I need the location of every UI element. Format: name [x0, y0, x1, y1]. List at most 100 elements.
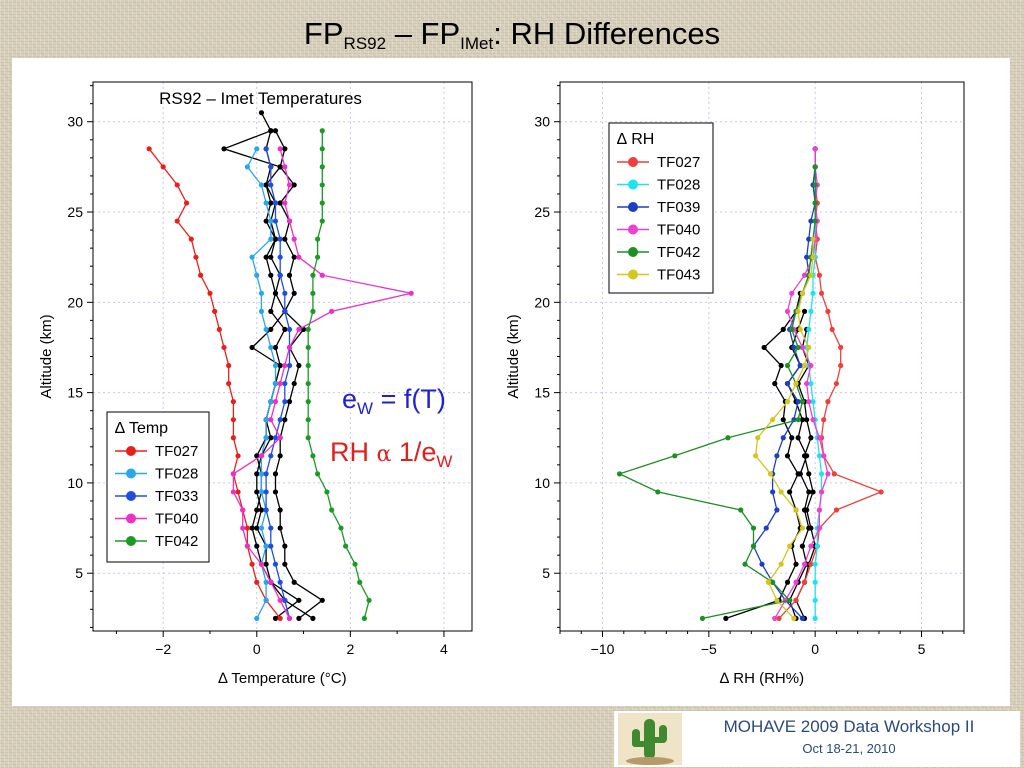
- y-tick-label: 5: [542, 565, 550, 581]
- data-point: [282, 290, 288, 296]
- data-point: [305, 380, 311, 387]
- data-point: [296, 254, 302, 260]
- y-tick-label: 10: [67, 475, 83, 491]
- legend-swatch-marker: [628, 269, 638, 280]
- data-point: [282, 417, 288, 423]
- data-point: [804, 380, 810, 387]
- data-point: [282, 236, 288, 242]
- data-point: [343, 543, 349, 549]
- data-point: [750, 525, 757, 531]
- data-point: [357, 579, 363, 585]
- x-axis-label: ∆ RH (RH%): [720, 670, 804, 687]
- data-point: [738, 507, 744, 513]
- data-point: [277, 597, 283, 603]
- data-point: [277, 525, 283, 531]
- data-point: [799, 543, 806, 549]
- series-line: [274, 130, 324, 619]
- data-point: [263, 326, 269, 333]
- data-point: [160, 164, 166, 170]
- data-point: [305, 344, 311, 351]
- data-point: [174, 182, 180, 188]
- legend-entry: TF042: [155, 533, 198, 550]
- data-point: [812, 597, 818, 603]
- data-point: [244, 164, 251, 170]
- data-point: [305, 435, 311, 441]
- rh-annotation: RH α 1/eW: [330, 437, 452, 471]
- data-point: [616, 471, 623, 477]
- data-point: [263, 471, 269, 477]
- data-point: [319, 272, 325, 278]
- y-tick-label: 30: [67, 114, 83, 130]
- series-tf033: [263, 146, 293, 621]
- data-point: [277, 507, 283, 513]
- data-point: [207, 290, 213, 296]
- data-point: [268, 579, 274, 585]
- data-point: [221, 344, 227, 351]
- data-point: [797, 471, 803, 477]
- data-point: [310, 272, 316, 278]
- data-point: [784, 579, 791, 585]
- data-point: [268, 399, 274, 405]
- legend-entry: TF033: [155, 488, 198, 505]
- data-point: [249, 561, 255, 567]
- data-point: [258, 110, 265, 116]
- data-point: [804, 507, 810, 513]
- data-point: [806, 236, 812, 242]
- data-point: [277, 164, 283, 170]
- data-point: [755, 435, 761, 441]
- data-point: [812, 182, 818, 188]
- legend-entry: TF042: [657, 244, 700, 261]
- data-point: [268, 417, 274, 423]
- data-point: [183, 200, 190, 206]
- workshop-date: Oct 18-21, 2010: [802, 741, 896, 756]
- data-point: [799, 399, 806, 405]
- data-point: [249, 254, 255, 260]
- data-point: [816, 453, 823, 459]
- data-point: [878, 489, 884, 495]
- data-point: [286, 218, 293, 224]
- data-point: [272, 561, 279, 567]
- data-point: [761, 344, 767, 351]
- data-point: [258, 182, 265, 188]
- data-point: [286, 344, 293, 351]
- series-tf043: [753, 236, 816, 621]
- series-tf042: [305, 128, 372, 621]
- data-point: [787, 543, 793, 549]
- data-point: [249, 525, 255, 531]
- data-point: [750, 543, 757, 549]
- data-point: [277, 435, 283, 441]
- data-point: [759, 561, 765, 567]
- data-point: [263, 561, 269, 567]
- data-point: [282, 308, 288, 314]
- data-point: [789, 326, 795, 333]
- data-point: [793, 380, 799, 387]
- data-point: [254, 471, 260, 477]
- data-point: [244, 525, 251, 531]
- data-point: [806, 344, 812, 351]
- series-line: [307, 130, 370, 619]
- data-point: [784, 399, 791, 405]
- slide-title: FPRS92 – FPIMet: RH Differences: [303, 16, 721, 53]
- data-point: [778, 362, 784, 369]
- data-point: [230, 489, 236, 495]
- y-tick-label: 20: [67, 294, 83, 310]
- data-point: [810, 254, 816, 260]
- data-point: [310, 290, 316, 296]
- data-point: [263, 200, 269, 206]
- data-point: [230, 399, 236, 405]
- data-point: [296, 615, 302, 621]
- data-point: [291, 236, 297, 242]
- y-tick-label: 5: [75, 565, 83, 581]
- data-point: [212, 308, 218, 314]
- data-point: [319, 164, 325, 170]
- data-point: [305, 326, 311, 333]
- y-tick-label: 10: [534, 475, 550, 491]
- data-point: [254, 146, 260, 152]
- data-point: [821, 453, 827, 459]
- data-point: [784, 308, 791, 314]
- x-tick-label: −5: [701, 641, 717, 657]
- data-point: [812, 561, 818, 567]
- data-point: [268, 525, 274, 531]
- data-point: [812, 200, 818, 206]
- data-point: [268, 200, 274, 206]
